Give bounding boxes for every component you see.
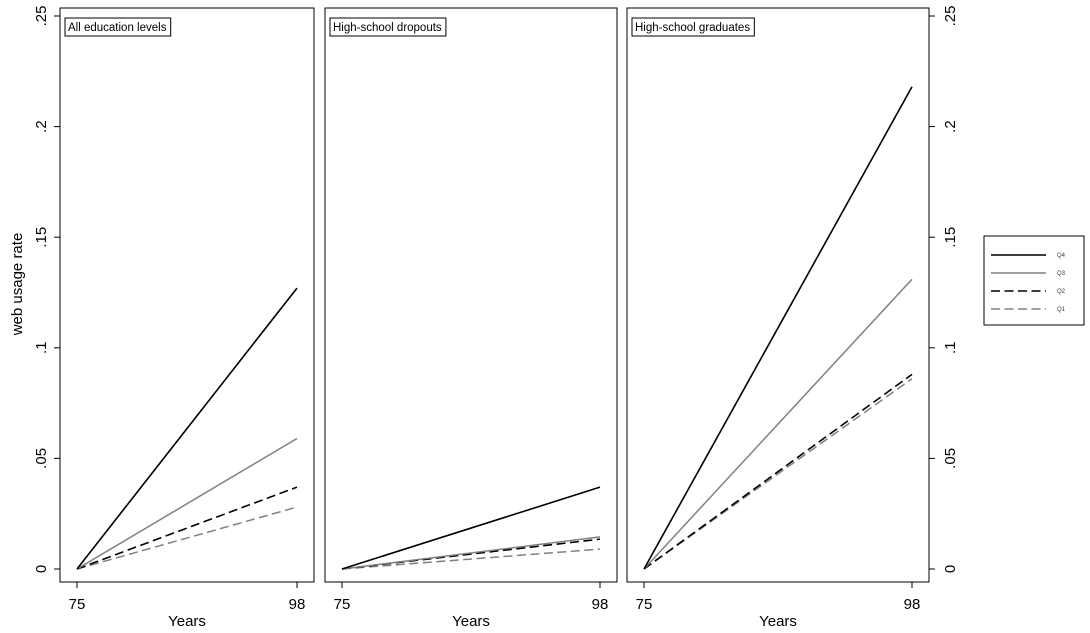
y-tick-label-right: .1 — [942, 342, 959, 355]
series-line-q1 — [341, 548, 601, 570]
series-line-q3 — [76, 437, 298, 570]
y-tick-label-right: 0 — [942, 565, 959, 573]
panel-3: 75 98 Years High-school graduates — [626, 7, 930, 630]
legend-label-q1: Q1 — [1057, 307, 1066, 313]
panel-title-box: High-school graduates — [631, 17, 755, 37]
y-tick-label-right: .2 — [942, 120, 959, 133]
legend-frame — [983, 235, 1085, 326]
panel-title-box: All education levels — [64, 17, 172, 37]
legend-label-q2: Q2 — [1057, 289, 1066, 295]
panel-title-frame — [64, 17, 172, 37]
panel-2: 75 98 Years High-school dropouts — [324, 7, 618, 630]
legend-label-q4: Q4 — [1057, 253, 1066, 259]
y-tick-label-left: .15 — [33, 227, 50, 248]
series-line-q2 — [643, 373, 913, 570]
x-tick-label: 75 — [636, 596, 653, 613]
legend: Q4 Q3 Q2 Q1 — [983, 235, 1085, 326]
x-axis-title: Years — [168, 613, 206, 630]
y-tick-label-left: .2 — [33, 120, 50, 133]
x-tick-label: 98 — [904, 596, 921, 613]
x-axis-title: Years — [452, 613, 490, 630]
series-line-q2 — [76, 486, 298, 570]
panel-title-frame — [631, 17, 755, 37]
panel-frame — [626, 7, 930, 583]
panel-frame — [59, 7, 315, 583]
y-tick-label-left: 0 — [33, 565, 50, 573]
panel-title-box: High-school dropouts — [329, 17, 447, 37]
x-tick-label: 98 — [289, 596, 306, 613]
y-tick-label-left: .25 — [33, 6, 50, 27]
y-tick-label-right: .05 — [942, 448, 959, 469]
series-line-q4 — [643, 86, 913, 570]
chart-panels: 75 98 Years All education levels 75 98 Years Hi… — [33, 6, 959, 630]
series-line-q1 — [76, 506, 298, 570]
y-tick-label-left: .05 — [33, 448, 50, 469]
series-line-q3 — [643, 278, 913, 570]
panel-1: 75 98 Years All education levels — [59, 7, 315, 630]
y-tick-label-right: .25 — [942, 6, 959, 27]
y-axis-title: web usage rate — [9, 233, 26, 337]
x-axis-title: Years — [759, 613, 797, 630]
series-line-q3 — [341, 536, 601, 570]
panel-title: High-school graduates — [635, 22, 750, 34]
legend-label-q3: Q3 — [1057, 271, 1066, 277]
y-tick-label-left: .1 — [33, 342, 50, 355]
x-tick-label: 98 — [592, 596, 609, 613]
y-tick-label-right: .15 — [942, 227, 959, 248]
panel-title: All education levels — [68, 22, 167, 34]
panel-title-frame — [329, 17, 447, 37]
panel-frame — [324, 7, 618, 583]
x-tick-label: 75 — [69, 596, 86, 613]
panel-title: High-school dropouts — [333, 22, 442, 34]
series-line-q4 — [341, 486, 601, 570]
x-tick-label: 75 — [334, 596, 351, 613]
series-line-q4 — [76, 287, 298, 570]
